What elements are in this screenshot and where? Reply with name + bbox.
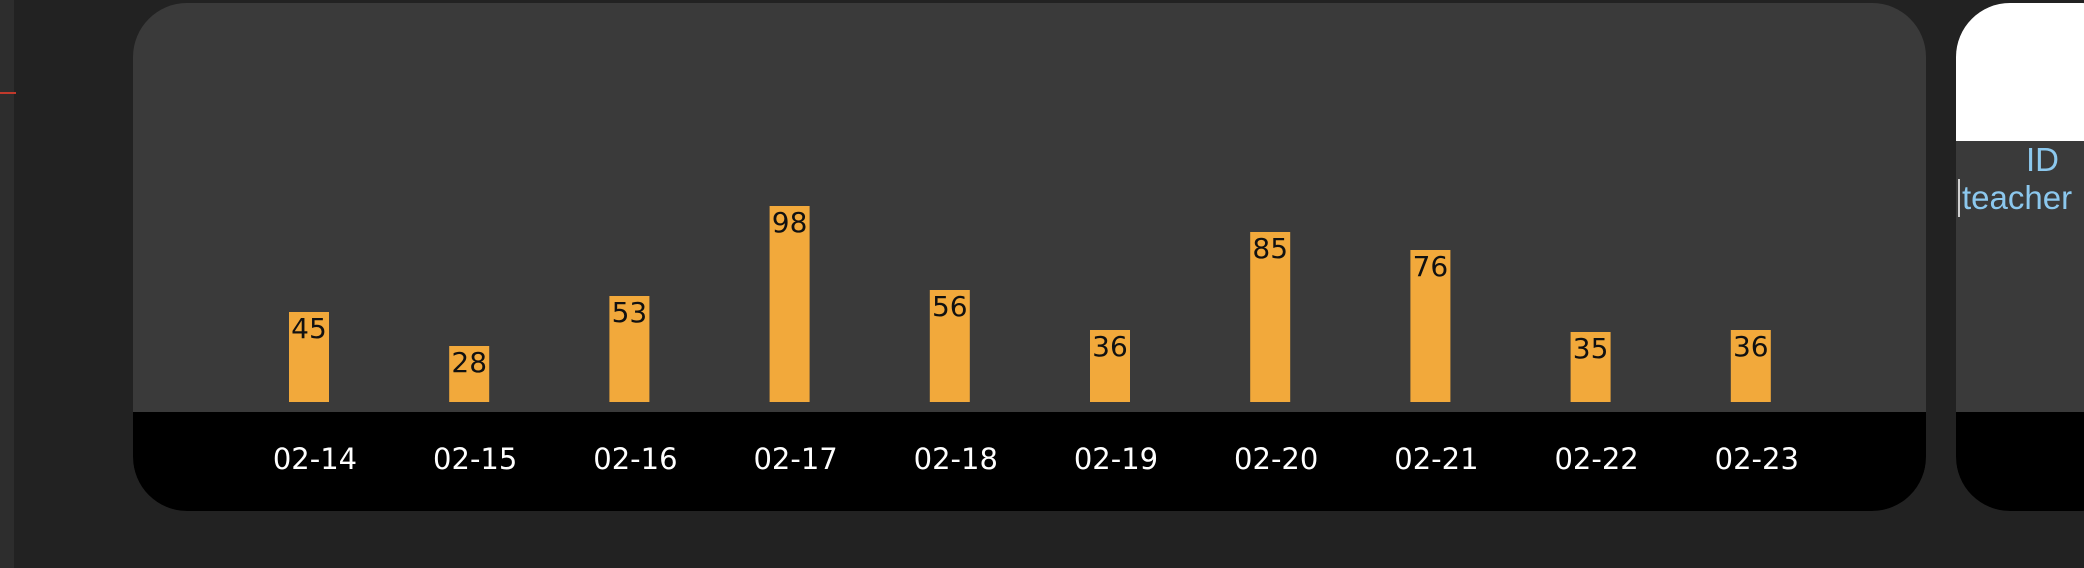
bar-value-label: 36: [1092, 330, 1128, 363]
x-tick-label: 02-20: [1234, 442, 1318, 476]
bar-chart-panel: 45 28 53 98 56 36 85 76 35 36 02-14 02-15 02-16 02-1…: [133, 3, 1926, 511]
side-card-footer: [1956, 412, 2084, 511]
left-sidebar-strip: [0, 0, 16, 568]
side-card-image-area: [1956, 3, 2084, 141]
red-indicator-line: [0, 92, 16, 94]
x-tick-label: 02-19: [1074, 442, 1158, 476]
side-card-id-label: ID: [2026, 141, 2059, 178]
x-tick-label: 02-15: [433, 442, 517, 476]
x-tick-label: 02-14: [273, 442, 357, 476]
bar-02-17[interactable]: [769, 206, 810, 402]
side-card-name-label: teacher: [1958, 179, 2072, 217]
x-tick-label: 02-21: [1394, 442, 1478, 476]
bar-value-label: 45: [291, 312, 327, 345]
x-tick-label: 02-17: [753, 442, 837, 476]
side-card[interactable]: ID teacher: [1956, 3, 2084, 511]
x-axis-band: [133, 412, 1926, 511]
bar-value-label: 85: [1252, 232, 1288, 265]
x-tick-label: 02-22: [1554, 442, 1638, 476]
bar-02-20[interactable]: [1250, 232, 1291, 402]
bar-02-23[interactable]: [1730, 330, 1771, 402]
bar-02-18[interactable]: [929, 290, 970, 402]
bar-value-label: 76: [1413, 250, 1449, 283]
bar-value-label: 36: [1733, 330, 1769, 363]
bar-value-label: 56: [932, 290, 968, 323]
x-tick-label: 02-16: [593, 442, 677, 476]
x-tick-label: 02-18: [914, 442, 998, 476]
bar-value-label: 35: [1573, 332, 1609, 365]
bar-02-14[interactable]: [289, 312, 329, 402]
bar-02-19[interactable]: [1090, 330, 1130, 402]
bar-02-21[interactable]: [1410, 250, 1451, 402]
bar-value-label: 53: [612, 296, 648, 329]
bar-chart: 45 28 53 98 56 36 85 76 35 36 02-14 02-15 02-16 02-1…: [273, 206, 1799, 476]
bar-02-16[interactable]: [609, 296, 650, 402]
bar-value-label: 98: [772, 206, 808, 239]
bar-02-15[interactable]: [449, 346, 490, 402]
bar-value-label: 28: [451, 346, 487, 379]
bar-02-22[interactable]: [1570, 332, 1611, 402]
x-tick-label: 02-23: [1715, 442, 1799, 476]
